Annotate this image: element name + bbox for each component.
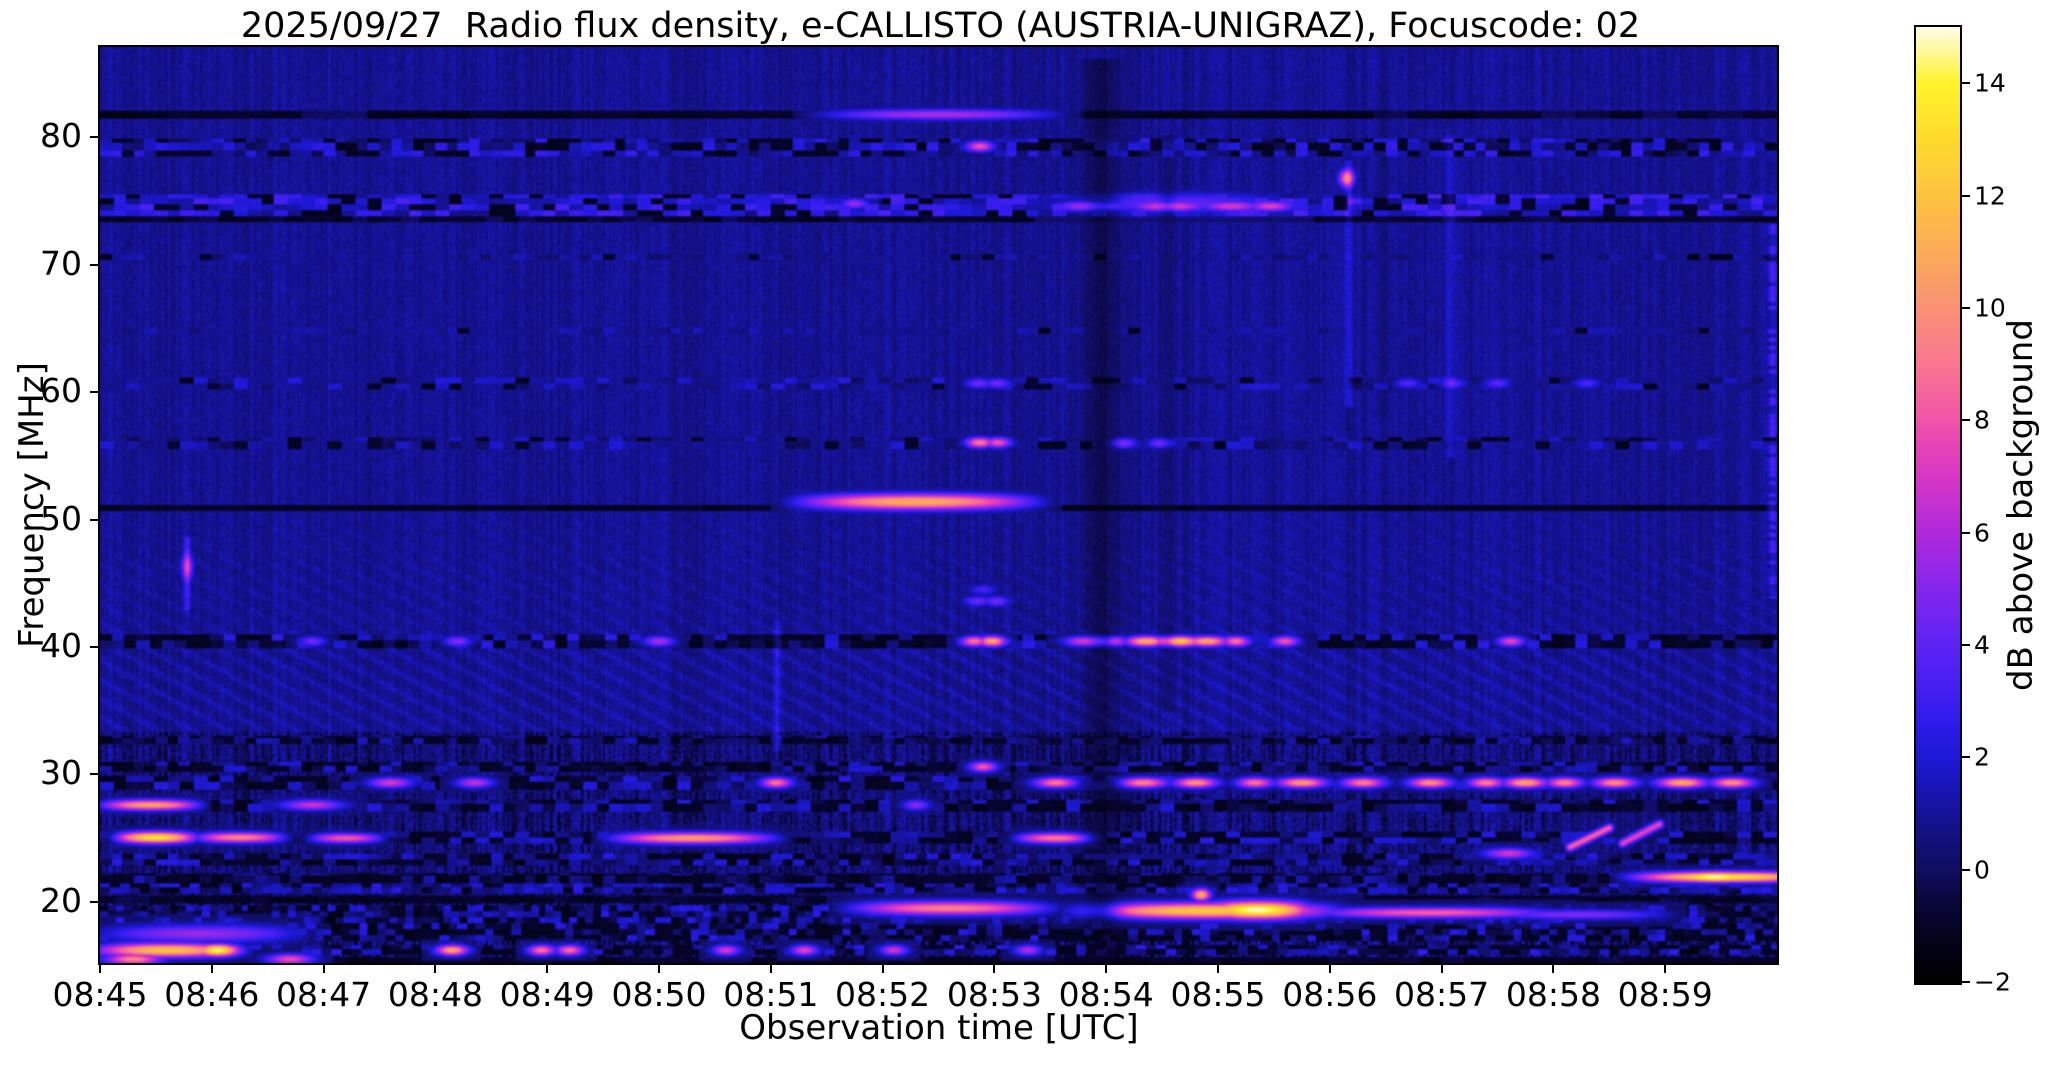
- x-tick-mark: [99, 965, 101, 973]
- x-tick-label: 08:51: [723, 975, 819, 1014]
- x-tick-label: 08:56: [1282, 975, 1378, 1014]
- chart-title: 2025/09/27 Radio flux density, e-CALLIST…: [240, 6, 1641, 46]
- x-tick-label: 08:47: [276, 975, 372, 1014]
- colorbar-tick-mark: [1962, 194, 1970, 197]
- colorbar-canvas: [1916, 27, 1960, 983]
- spectrogram-plot-area: [98, 45, 1779, 965]
- x-tick-mark: [1552, 965, 1555, 973]
- colorbar-tick-label: 0: [1974, 855, 1990, 885]
- x-tick-label: 08:59: [1617, 975, 1713, 1014]
- colorbar: [1914, 25, 1962, 985]
- x-tick-label: 08:58: [1505, 975, 1601, 1014]
- x-tick-mark: [1105, 965, 1108, 973]
- x-tick-mark: [881, 965, 884, 973]
- x-tick-mark: [322, 965, 325, 973]
- x-tick-label: 08:57: [1394, 975, 1490, 1014]
- colorbar-tick-mark: [1962, 531, 1970, 534]
- x-tick-label: 08:54: [1058, 975, 1154, 1014]
- x-tick-mark: [1664, 965, 1667, 973]
- y-tick-label: 70: [40, 243, 82, 283]
- colorbar-tick-mark: [1962, 82, 1970, 85]
- x-tick-mark: [546, 965, 549, 973]
- x-tick-label: 08:53: [946, 975, 1042, 1014]
- y-tick-label: 50: [40, 498, 82, 538]
- y-tick-mark: [90, 646, 98, 649]
- x-tick-label: 08:49: [499, 975, 595, 1014]
- x-tick-label: 08:48: [387, 975, 483, 1014]
- colorbar-tick-mark: [1962, 306, 1970, 309]
- y-tick-mark: [90, 136, 98, 139]
- colorbar-tick-mark: [1962, 419, 1970, 422]
- colorbar-label: dB above background: [2001, 319, 2041, 691]
- y-tick-label: 20: [40, 880, 82, 920]
- colorbar-tick-label: 4: [1974, 630, 1990, 660]
- x-tick-label: 08:50: [611, 975, 707, 1014]
- spectrogram-canvas: [100, 47, 1777, 963]
- x-tick-label: 08:52: [835, 975, 931, 1014]
- x-tick-label: 08:45: [52, 975, 148, 1014]
- y-tick-label: 30: [40, 753, 82, 793]
- x-tick-mark: [769, 965, 772, 973]
- x-tick-mark: [1328, 965, 1331, 973]
- y-tick-mark: [90, 773, 98, 776]
- x-tick-mark: [1440, 965, 1443, 973]
- colorbar-tick-label: 10: [1974, 293, 2006, 323]
- colorbar-tick-label: 8: [1974, 405, 1990, 435]
- x-tick-mark: [1217, 965, 1219, 973]
- x-axis-label: Observation time [UTC]: [739, 1008, 1139, 1048]
- y-tick-mark: [90, 263, 98, 266]
- y-tick-label: 40: [40, 625, 82, 665]
- x-tick-mark: [434, 965, 437, 973]
- y-tick-label: 80: [40, 116, 82, 156]
- x-tick-mark: [210, 965, 213, 973]
- y-tick-mark: [90, 391, 98, 394]
- x-tick-mark: [658, 965, 660, 973]
- y-tick-mark: [90, 900, 98, 903]
- y-tick-label: 60: [40, 371, 82, 411]
- x-tick-mark: [993, 965, 996, 973]
- y-tick-mark: [90, 518, 98, 521]
- x-tick-label: 08:55: [1170, 975, 1266, 1014]
- colorbar-tick-label: 12: [1974, 181, 2006, 210]
- x-tick-label: 08:46: [164, 975, 260, 1014]
- colorbar-tick-label: 2: [1974, 742, 1990, 772]
- colorbar-tick-mark: [1962, 756, 1970, 759]
- colorbar-tick-mark: [1962, 980, 1970, 983]
- colorbar-tick-label: −2: [1974, 967, 2011, 997]
- colorbar-tick-mark: [1962, 868, 1970, 871]
- colorbar-tick-label: 14: [1974, 68, 2006, 98]
- colorbar-tick-mark: [1962, 643, 1970, 646]
- colorbar-tick-label: 6: [1974, 518, 1990, 548]
